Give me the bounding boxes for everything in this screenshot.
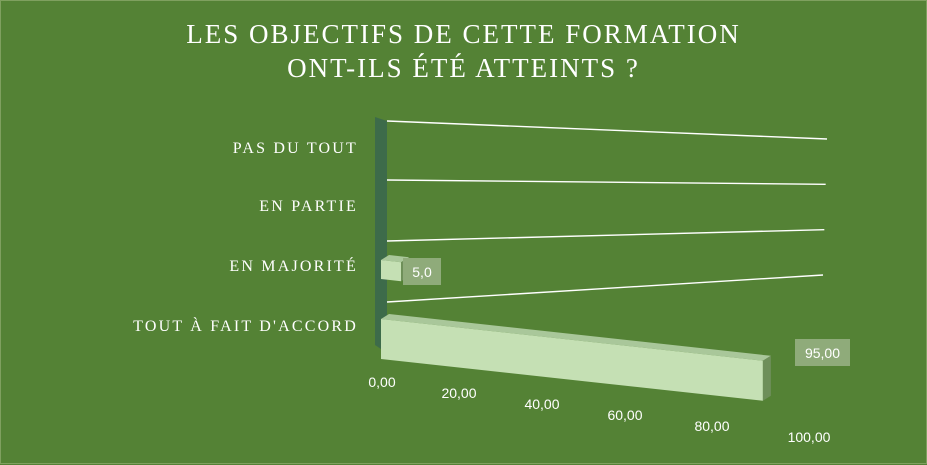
data-label: 95,00 xyxy=(805,345,840,361)
bar-top-face xyxy=(381,314,771,361)
bar-end-face xyxy=(762,355,771,401)
category-label: TOUT À FAIT D'ACCORD xyxy=(133,316,358,335)
x-tick-label: 80,00 xyxy=(694,418,729,434)
x-tick-label: 60,00 xyxy=(607,407,642,423)
bar xyxy=(381,260,402,282)
x-tick-label: 40,00 xyxy=(524,396,559,412)
chart-title-line-2: ONT-ILS ÉTÉ ATTEINTS ? xyxy=(287,53,640,83)
data-label: 5,0 xyxy=(412,264,432,280)
chart-gridline xyxy=(386,120,828,140)
x-tick-label: 0,00 xyxy=(368,374,395,390)
data-label-box xyxy=(795,339,850,366)
chart-gridline xyxy=(386,179,826,186)
chart-gridline xyxy=(386,274,824,303)
data-label-box xyxy=(403,258,441,285)
chart-gridline xyxy=(386,228,825,242)
chart-title-line-1: LES OBJECTIFS DE CETTE FORMATION xyxy=(186,19,741,49)
x-tick-label: 100,00 xyxy=(788,429,831,445)
category-label: PAS DU TOUT xyxy=(233,140,358,157)
category-label: EN PARTIE xyxy=(259,198,358,215)
chart-side-wall xyxy=(375,117,387,353)
bar xyxy=(381,319,763,401)
chart-title: LES OBJECTIFS DE CETTE FORMATION ONT-ILS… xyxy=(1,17,926,85)
bar-top-face xyxy=(381,255,410,263)
category-label: EN MAJORITÉ xyxy=(229,256,358,275)
x-tick-label: 20,00 xyxy=(441,385,476,401)
